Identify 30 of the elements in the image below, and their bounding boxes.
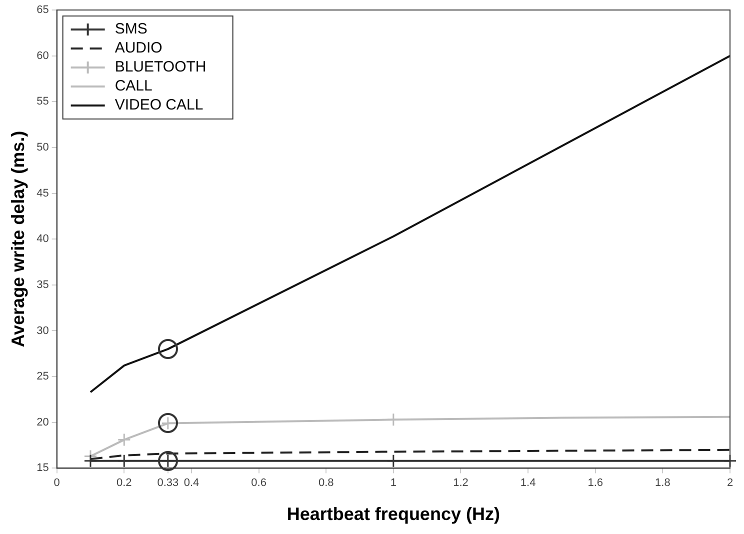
- y-tick-label: 65: [36, 4, 49, 16]
- y-axis-title: Average write delay (ms.): [8, 130, 28, 348]
- x-tick-label: 1.4: [520, 476, 536, 489]
- y-tick-label: 40: [36, 233, 49, 246]
- y-tick-label: 20: [36, 416, 49, 428]
- x-tick-label: 0.4: [184, 476, 200, 489]
- y-tick-label: 25: [36, 370, 49, 383]
- y-tick-label: 55: [36, 96, 49, 108]
- y-tick-label: 50: [36, 141, 49, 154]
- x-tick-label: 0.33: [157, 476, 179, 489]
- x-tick-label: 1: [390, 476, 396, 489]
- legend-label: BLUETOOTH: [114, 58, 206, 76]
- x-axis-title: Heartbeat frequency (Hz): [286, 504, 500, 524]
- x-tick-label: 1.6: [588, 476, 604, 489]
- legend-label: VIDEO CALL: [114, 96, 204, 114]
- x-tick-label: 1.8: [655, 476, 670, 489]
- x-tick-label: 2: [726, 476, 734, 489]
- x-tick-label: 0: [54, 476, 60, 489]
- legend-label: CALL: [114, 78, 152, 95]
- legend-label: AUDIO: [114, 40, 162, 57]
- x-tick-label: 0.6: [251, 476, 266, 489]
- y-tick-label: 35: [36, 278, 49, 291]
- x-tick-label: 0.8: [318, 476, 334, 489]
- y-tick-label: 15: [36, 462, 49, 474]
- y-tick-label: 30: [36, 324, 49, 337]
- y-tick-label: 45: [36, 187, 49, 200]
- y-tick-label: 60: [36, 50, 49, 62]
- x-tick-label: 0.2: [116, 476, 132, 489]
- legend-label: SMS: [114, 20, 148, 38]
- x-tick-label: 1.2: [453, 476, 468, 489]
